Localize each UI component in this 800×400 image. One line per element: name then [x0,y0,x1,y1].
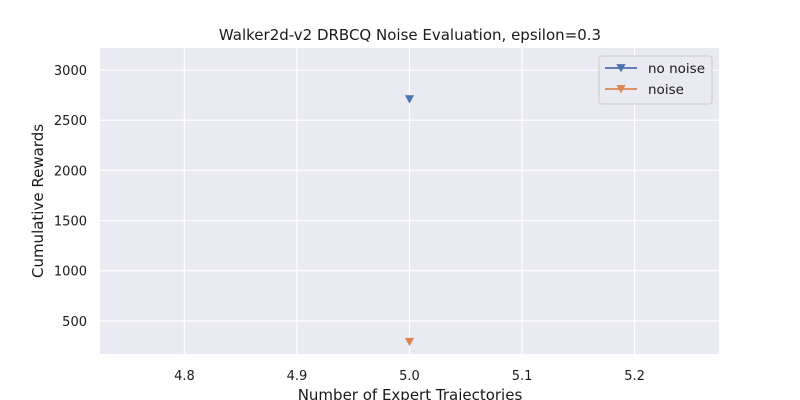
y-tick-label: 2500 [54,114,87,129]
y-axis-label: Cumulative Rewards [29,124,47,278]
tick-labels: 4.8 4.9 5.0 5.1 5.2 500 1000 1500 2000 2500 3000 [54,64,645,384]
legend-label: no noise [648,61,705,77]
x-tick-label: 5.1 [512,369,533,384]
legend-label: noise [648,82,684,98]
x-tick-label: 4.9 [287,369,308,384]
x-tick-label: 5.0 [399,369,420,384]
y-tick-label: 1000 [54,265,87,280]
legend: no noise noise [598,55,713,105]
y-tick-label: 500 [62,315,87,330]
data-point-no-noise [404,95,415,104]
y-tick-label: 2000 [54,164,87,179]
data-marks [404,95,415,347]
x-tick-label: 4.8 [174,369,195,384]
x-axis-label: Number of Expert Trajectories [298,386,523,400]
x-tick-label: 5.2 [624,369,645,384]
data-point-noise [404,337,415,347]
legend-marker-no-noise [616,64,626,73]
legend-marker-noise [616,85,626,94]
y-tick-label: 1500 [54,215,87,230]
y-tick-label: 3000 [54,64,87,79]
chart-title: Walker2d-v2 DRBCQ Noise Evaluation, epsi… [219,26,601,44]
